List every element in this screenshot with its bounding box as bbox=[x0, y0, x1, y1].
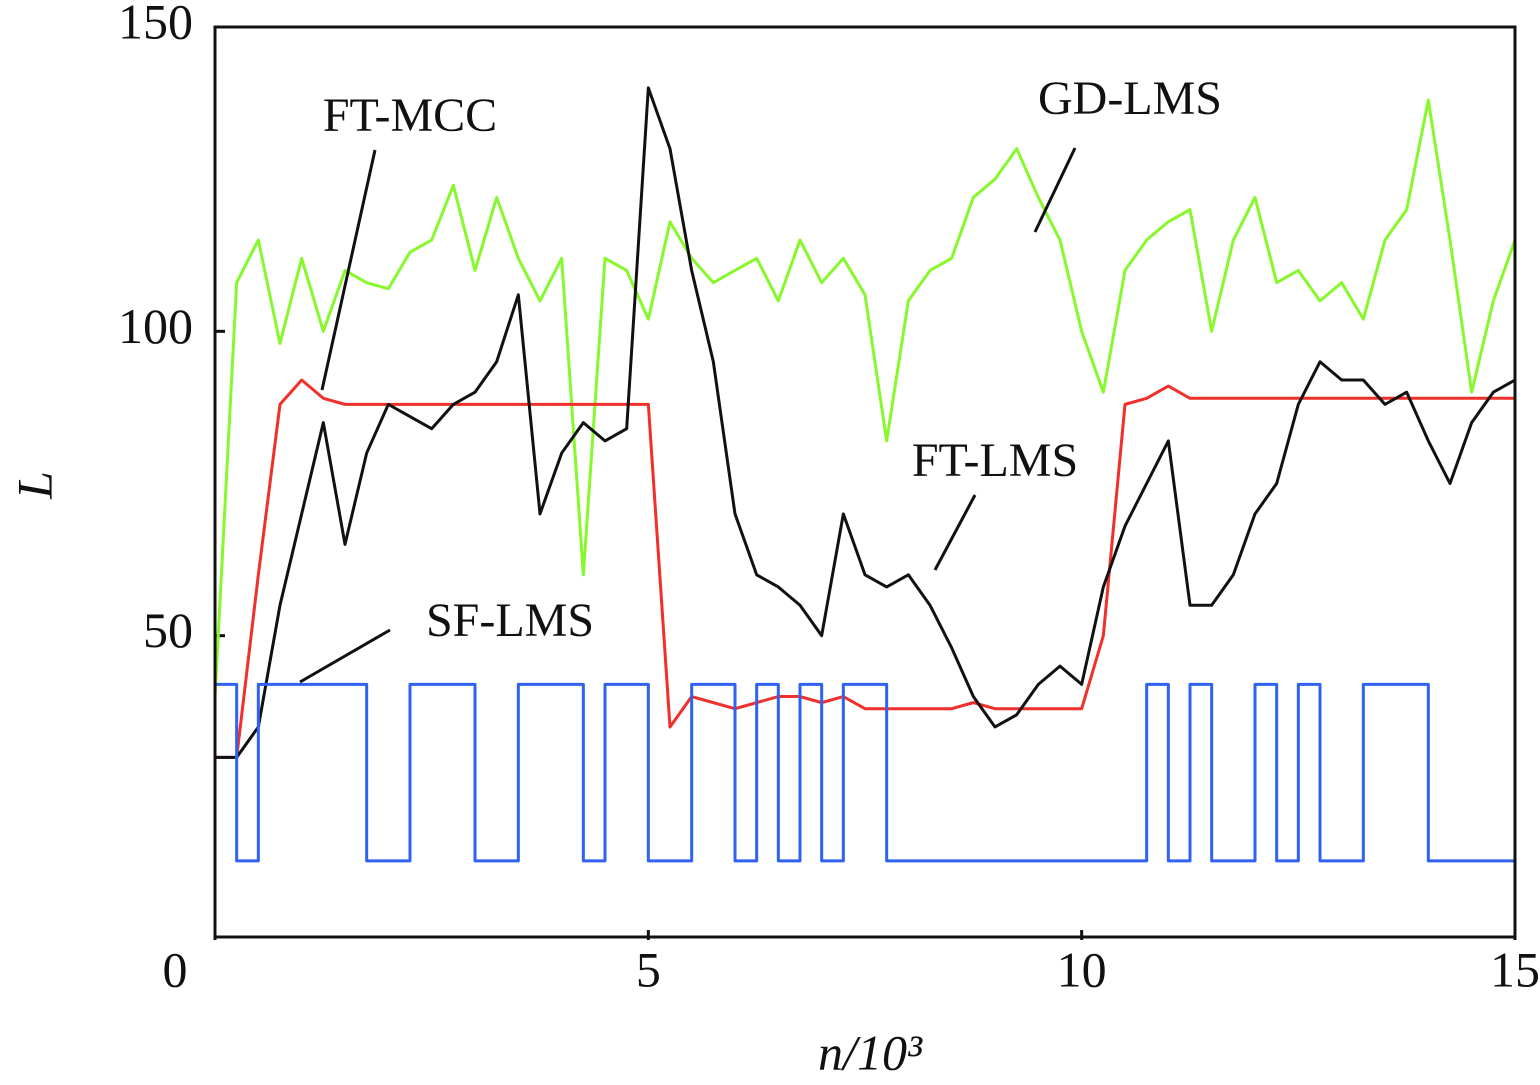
data-line bbox=[215, 378, 1515, 759]
y-tick-label: 150 bbox=[118, 0, 193, 49]
x-tick-label: 10 bbox=[1057, 941, 1107, 997]
y-tick-label: 50 bbox=[143, 602, 193, 658]
x-tick-label: 0 bbox=[163, 941, 188, 997]
data-line bbox=[215, 682, 1515, 863]
label-leader bbox=[320, 149, 377, 391]
data-line bbox=[213, 98, 1517, 697]
x-tick-label: 15 bbox=[1490, 941, 1540, 997]
label-leader bbox=[1033, 147, 1077, 233]
series-label: SF-LMS bbox=[426, 594, 594, 647]
label-leader bbox=[933, 494, 977, 571]
series-label: FT-MCC bbox=[323, 89, 497, 142]
label-leader bbox=[299, 628, 391, 684]
series-label: GD-LMS bbox=[1038, 72, 1222, 125]
y-tick-label: 100 bbox=[118, 298, 193, 354]
x-tick-label: 5 bbox=[636, 941, 661, 997]
series-label: FT-LMS bbox=[912, 434, 1078, 487]
x-axis-label: n/10³ bbox=[818, 1024, 923, 1080]
data-line bbox=[215, 86, 1516, 759]
plot-frame bbox=[213, 25, 1517, 939]
y-axis-label: L bbox=[6, 471, 62, 500]
